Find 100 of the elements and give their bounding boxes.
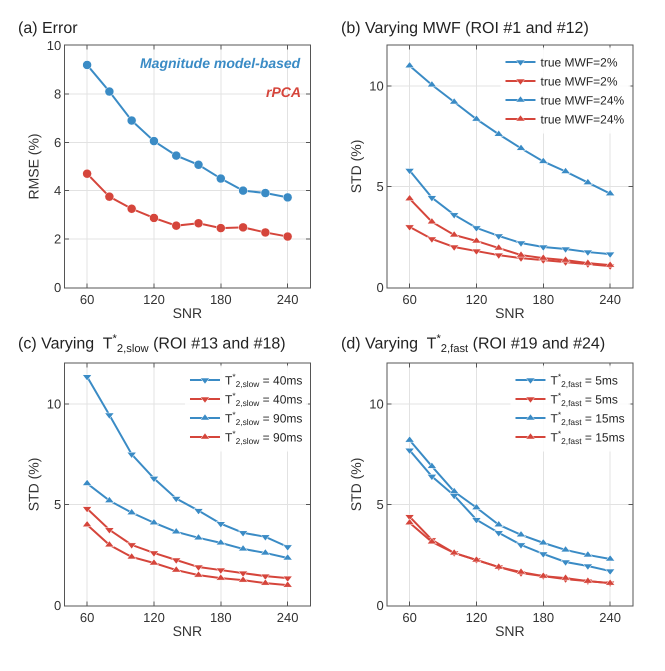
x-tick-label: 180: [210, 292, 232, 307]
point: [472, 248, 482, 256]
point: [104, 496, 114, 503]
legend-label: T$^{*}$$_{2,fast}$ = 15ms: [550, 428, 625, 446]
text: Magnitude model-based: [140, 55, 301, 71]
point: [104, 86, 114, 96]
point: [238, 544, 248, 552]
y-tick-label: 10: [369, 78, 384, 94]
y-tick-label: 8: [54, 86, 62, 102]
point: [427, 218, 437, 224]
point: [104, 412, 114, 420]
point: [216, 223, 226, 233]
point: [560, 574, 570, 580]
y-tick-label: 10: [46, 396, 62, 412]
point: [282, 192, 292, 202]
point: [516, 240, 526, 248]
legend-label: T$^{*}$$_{2,slow}$ = 90ms: [224, 410, 302, 428]
chart-title: (b) Varying MWF (ROI #1 and #12): [341, 20, 589, 37]
point: [82, 374, 92, 381]
legend-label: T$^{*}$$_{2,fast}$ = 15ms: [550, 410, 625, 428]
x-axis-title: SNR: [172, 623, 202, 640]
x-tick-label: 60: [402, 610, 417, 625]
point: [427, 474, 437, 481]
chart-title: (a) Error: [18, 20, 78, 37]
point: [194, 508, 204, 515]
point: [472, 226, 482, 232]
legend-label: T$^{*}$$_{2,slow}$ = 90ms: [224, 428, 302, 446]
legend-label: true MWF=24%: [540, 112, 625, 127]
point: [104, 540, 114, 548]
x-tick-label: 180: [532, 292, 554, 307]
point: [194, 570, 204, 578]
point: [238, 186, 248, 196]
point: [171, 220, 181, 230]
legend-label: T$^{*}$$_{2,slow}$ = 40ms: [224, 372, 302, 390]
legend-label: true MWF=24%: [540, 94, 625, 108]
legend-label: T$^{*}$$_{2,fast}$ = 5ms: [550, 372, 618, 390]
point: [194, 534, 204, 540]
point: [171, 150, 181, 160]
y-tick-label: 4: [54, 183, 62, 198]
y-tick-label: 0: [376, 280, 384, 295]
y-tick-label: 5: [376, 497, 384, 512]
y-tick-label: 0: [54, 598, 62, 613]
x-axis-title: SNR: [495, 623, 525, 640]
point: [516, 542, 526, 550]
point: [427, 462, 437, 469]
y-tick-label: 10: [369, 396, 384, 412]
point: [404, 448, 414, 454]
point: [82, 168, 92, 178]
point: [82, 506, 92, 513]
point: [560, 546, 570, 552]
x-tick-label: 240: [276, 292, 298, 307]
x-tick-label: 120: [466, 610, 488, 625]
x-tick-label: 240: [599, 610, 621, 625]
legend-label: T$^{*}$$_{2,fast}$ = 5ms: [550, 390, 618, 408]
y-tick-label: 5: [54, 497, 62, 512]
x-tick-label: 240: [276, 610, 298, 625]
point: [516, 144, 526, 151]
point: [404, 224, 414, 232]
x-tick-label: 240: [599, 292, 621, 307]
point: [404, 168, 414, 175]
point: [404, 436, 414, 442]
x-tick-label: 60: [80, 292, 94, 307]
legend-label: T$^{*}$$_{2,slow}$ = 40ms: [224, 390, 302, 408]
point: [82, 479, 92, 486]
point: [516, 530, 526, 538]
x-tick-label: 120: [143, 292, 165, 307]
point: [194, 218, 204, 228]
y-tick-label: 10: [46, 38, 62, 54]
point: [516, 568, 526, 574]
point: [149, 518, 159, 525]
y-tick-label: 6: [54, 134, 62, 150]
legend-label: true MWF=2%: [540, 74, 618, 89]
y-axis-title: STD (%): [348, 458, 364, 512]
chart-title: (d) Varying T$^{*}$$_{2,fast}$ (ROI #19 and #24): [341, 333, 606, 356]
point: [560, 246, 570, 254]
point: [194, 160, 204, 170]
x-tick-label: 180: [532, 610, 554, 625]
x-axis-title: SNR: [495, 305, 525, 322]
point: [472, 114, 482, 122]
y-axis-title: STD (%): [25, 458, 42, 512]
point: [126, 204, 136, 214]
point: [126, 116, 136, 126]
point: [82, 60, 92, 70]
x-axis-title: SNR: [172, 305, 202, 322]
y-axis-title: RMSE (%): [25, 133, 42, 200]
x-tick-label: 120: [466, 292, 488, 307]
point: [149, 213, 159, 223]
point: [472, 503, 482, 510]
y-tick-label: 0: [376, 598, 384, 613]
x-tick-label: 180: [210, 610, 232, 625]
point: [404, 514, 414, 521]
point: [560, 167, 570, 174]
point: [216, 174, 226, 184]
point: [238, 576, 248, 582]
y-tick-label: 5: [376, 179, 384, 194]
point: [149, 558, 159, 566]
point: [260, 188, 270, 198]
x-tick-label: 120: [143, 610, 165, 625]
legend-label: true MWF=2%: [540, 56, 618, 70]
y-tick-label: 0: [54, 280, 62, 295]
